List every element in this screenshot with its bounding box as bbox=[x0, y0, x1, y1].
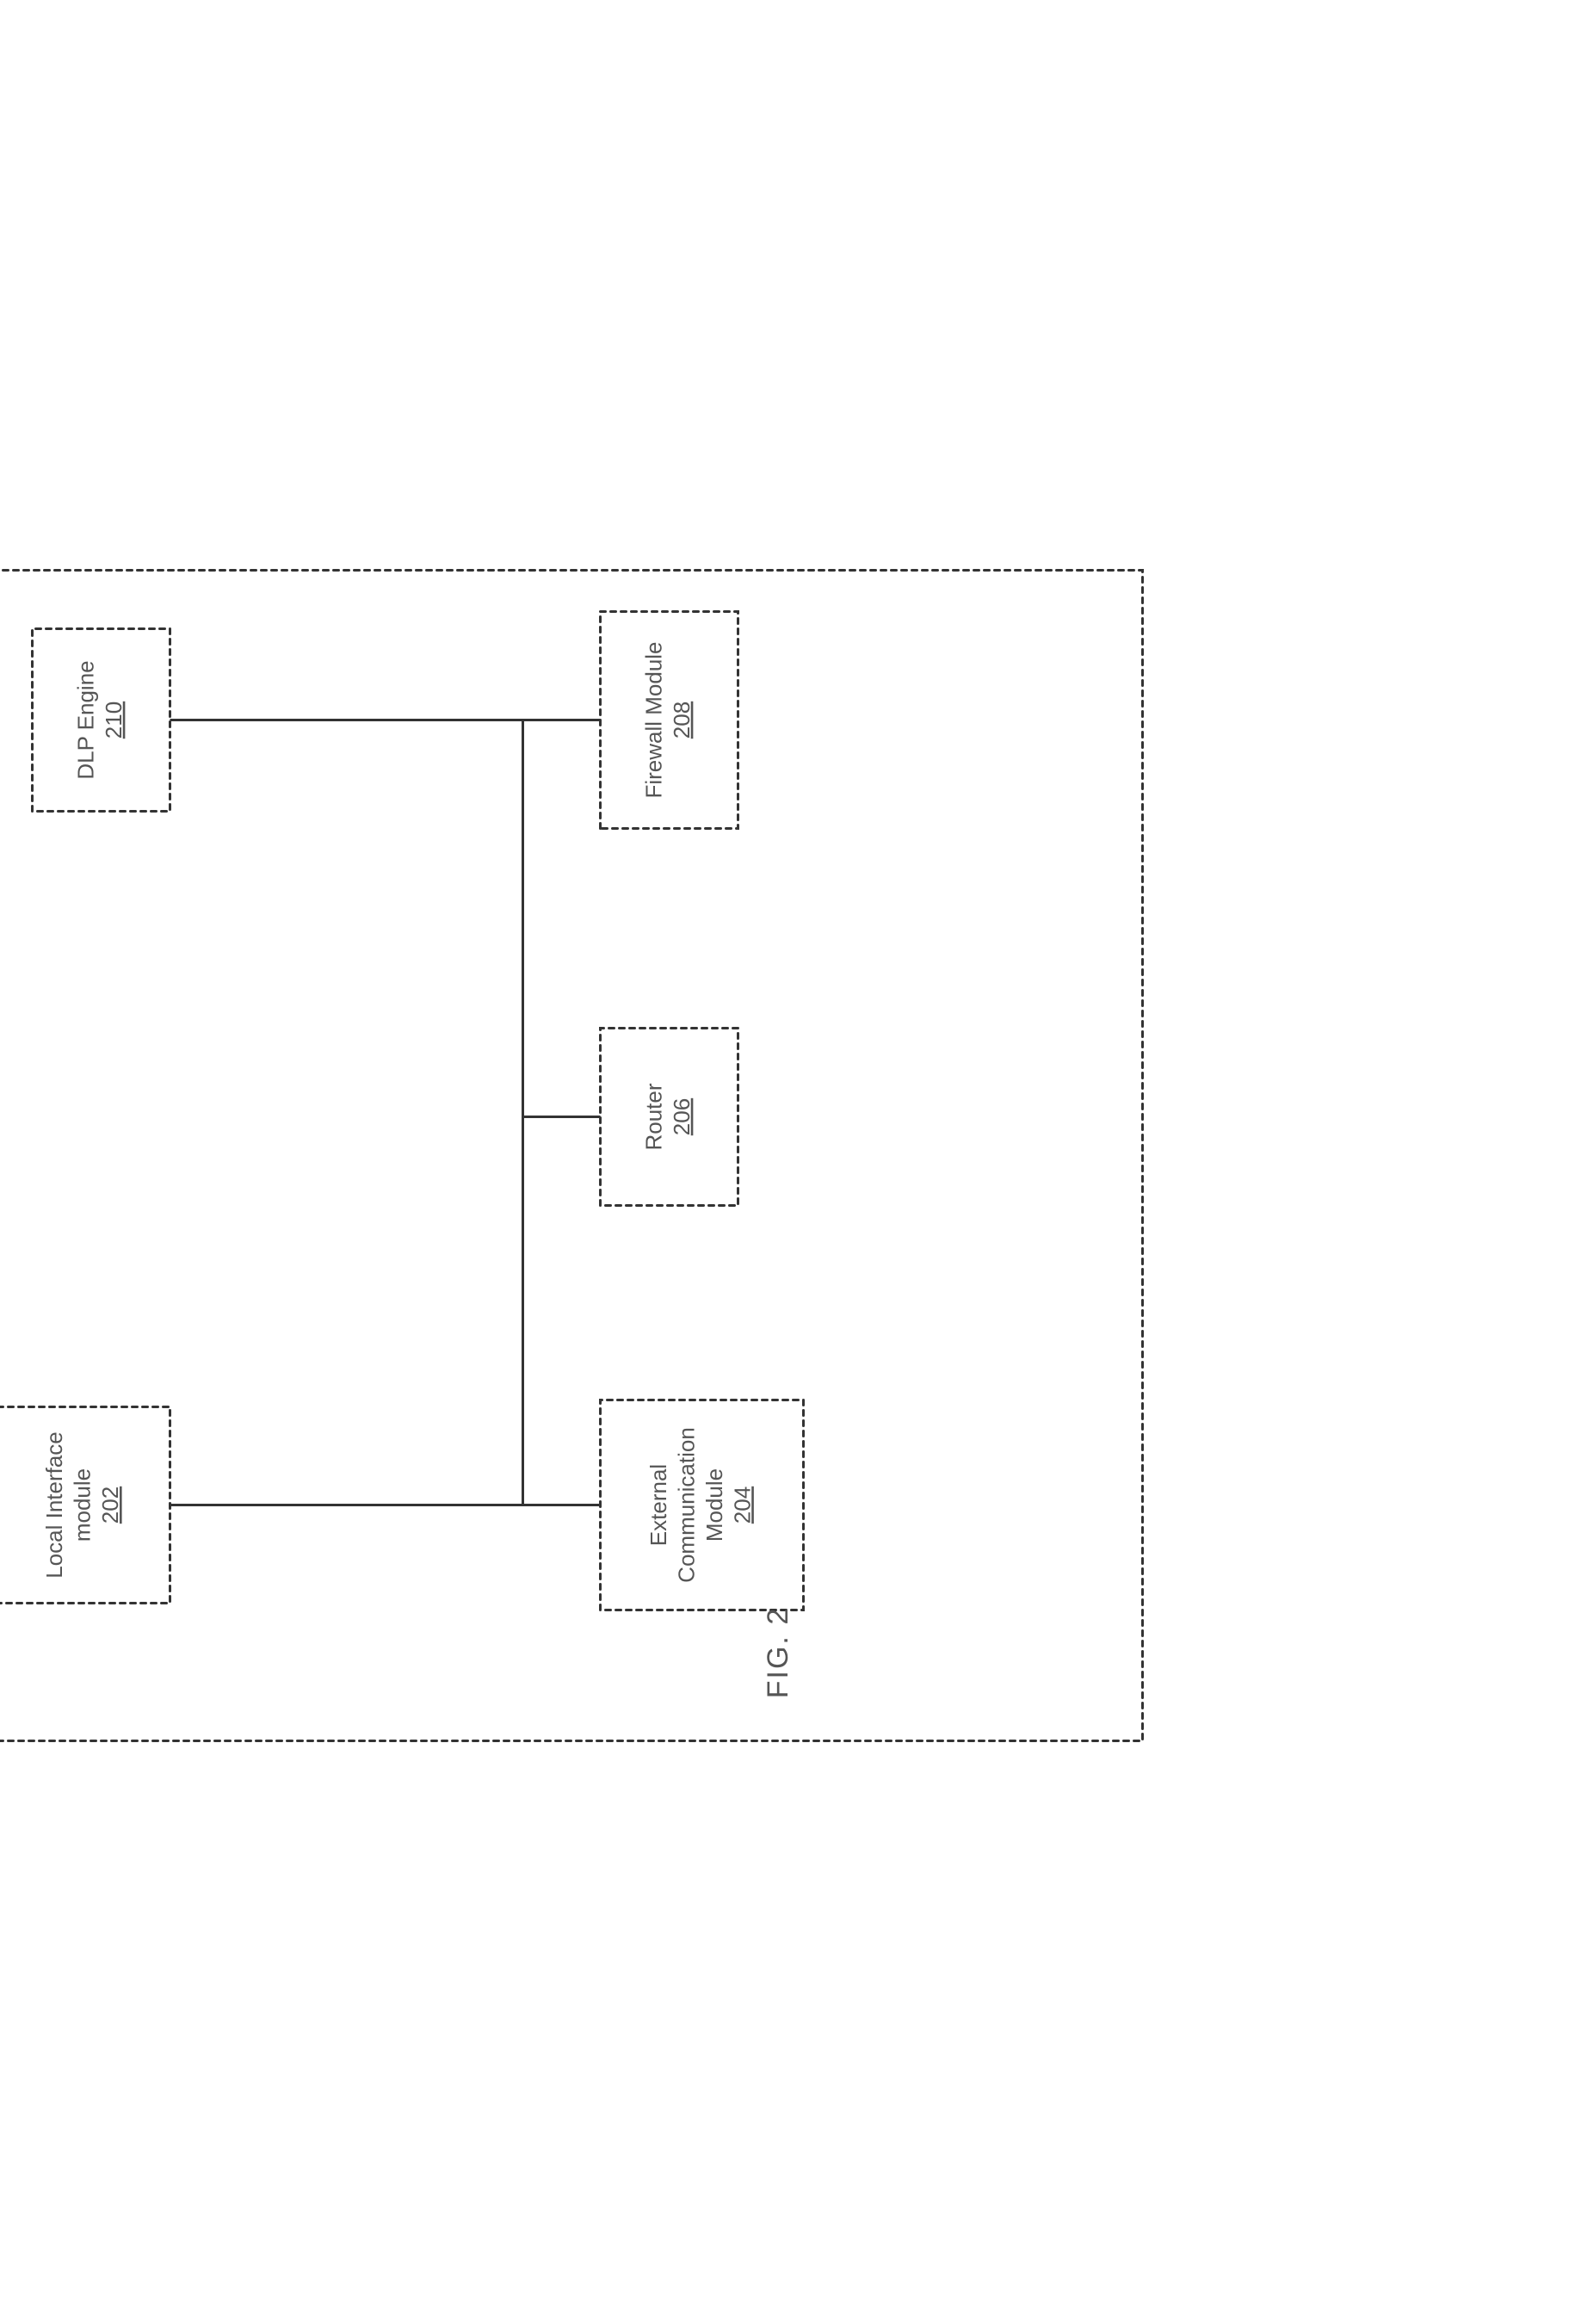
firewall-label: Firewall Module208 bbox=[640, 641, 695, 798]
figure-label: FIG. 2 bbox=[762, 1607, 794, 1698]
router-label: Router206 bbox=[640, 1083, 695, 1150]
external-comm-label: ExternalCommunicationModule204 bbox=[645, 1427, 756, 1583]
gateway-container bbox=[0, 571, 1143, 1741]
local-interface-label: Local Interfacemodule202 bbox=[41, 1431, 123, 1579]
dlp-engine-label: DLP Engine210 bbox=[72, 660, 127, 779]
diagram-svg: Gateway 112Local Interfacemodule202Exter… bbox=[0, 0, 1575, 2320]
rotated-layer: Gateway 112Local Interfacemodule202Exter… bbox=[0, 571, 1143, 1741]
